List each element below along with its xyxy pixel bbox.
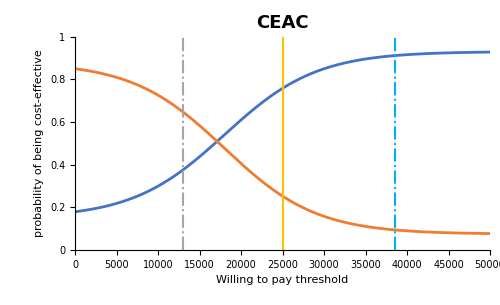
Title: CEAC: CEAC	[256, 14, 309, 32]
Y-axis label: probability of being cost-effective: probability of being cost-effective	[34, 49, 44, 237]
X-axis label: Willing to pay threshold: Willing to pay threshold	[216, 275, 348, 285]
